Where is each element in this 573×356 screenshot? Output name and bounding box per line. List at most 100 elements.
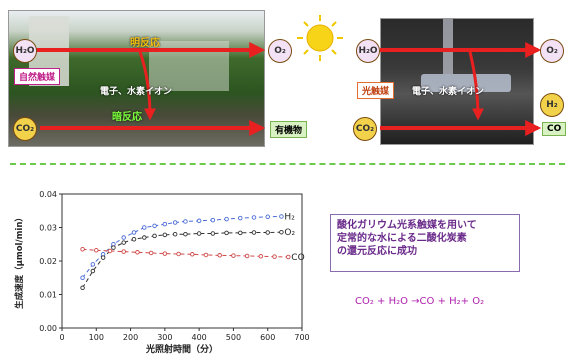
x-tick-label: 700 (294, 333, 309, 342)
data-point (190, 252, 195, 257)
data-point (258, 254, 264, 259)
data-point (265, 214, 270, 220)
data-point (162, 251, 168, 256)
data-point (80, 247, 85, 252)
co2-right-circle: CO₂ (353, 117, 377, 141)
data-point (162, 221, 168, 227)
data-point (100, 255, 106, 260)
note-line-2: 定常的な水による二酸化炭素 (337, 233, 467, 244)
reaction-equation: CO₂ + H₂O →CO + H₂+ O₂ (355, 296, 485, 307)
data-point (142, 225, 147, 230)
data-point (251, 230, 257, 235)
data-point (121, 249, 126, 254)
data-point (131, 236, 137, 242)
data-point (80, 275, 85, 280)
co-tag: CO (542, 122, 567, 136)
h2o-right-label: H₂O (358, 46, 378, 56)
data-point (107, 248, 113, 254)
data-point (121, 235, 126, 240)
data-point (142, 235, 147, 240)
data-point (111, 245, 116, 250)
data-point (217, 253, 222, 258)
electron-transfer-arrow-left (138, 51, 156, 121)
data-point (131, 230, 137, 235)
electron-transfer-arrow-right (468, 51, 484, 121)
data-point (183, 219, 188, 224)
data-point (152, 233, 157, 239)
h2o-right-circle: H₂O (356, 39, 380, 63)
section-divider (10, 163, 565, 165)
data-point (238, 215, 243, 221)
h2-label: H₂ (546, 100, 558, 110)
apparatus-photo (380, 18, 534, 145)
data-point (196, 231, 202, 236)
x-tick-label: 100 (89, 333, 104, 342)
result-note-box: 酸化ガリウム光系触媒を用いて 定常的な水による二酸化炭素 の還元反応に成功 (330, 214, 520, 272)
data-point (121, 240, 126, 245)
x-tick-label: 200 (123, 333, 138, 342)
series-label: H₂ (284, 212, 295, 222)
photocatalyst-tag: 光触媒 (357, 82, 395, 99)
data-point (279, 229, 284, 235)
sun-icon (297, 15, 343, 61)
x-tick-label: 0 (59, 333, 64, 342)
note-line-3: の還元反応に成功 (337, 246, 417, 257)
data-point (251, 215, 257, 220)
data-point (90, 268, 96, 274)
series-label: O₂ (284, 228, 295, 238)
data-point (94, 248, 99, 253)
data-point (90, 262, 96, 267)
data-point (265, 230, 270, 235)
data-point (183, 231, 188, 237)
data-point (231, 253, 236, 258)
electrons-left-label: 電子、水素イオン (100, 87, 173, 97)
o2-right-label: O₂ (546, 46, 558, 56)
o2-right-circle: O₂ (540, 39, 564, 63)
data-point (162, 232, 168, 238)
y-tick-label: 0.01 (39, 291, 57, 300)
reaction-arrows (35, 15, 542, 136)
x-tick-label: 500 (226, 333, 241, 342)
organic-matter-tag: 有機物 (270, 121, 308, 138)
h2o-left-label: H₂O (15, 46, 35, 56)
y-tick-label: 0.02 (39, 257, 57, 266)
note-line-1: 酸化ガリウム光系触媒を用いて (337, 220, 477, 231)
x-tick-label: 600 (260, 333, 275, 342)
co2-left-circle: CO₂ (13, 117, 37, 141)
h2-circle: H₂ (540, 93, 564, 117)
electrons-right-label: 電子、水素イオン (412, 87, 485, 97)
data-point (286, 254, 291, 260)
data-point (210, 231, 216, 236)
series-line-1 (82, 231, 282, 289)
co2-right-label: CO₂ (355, 124, 375, 134)
y-tick-label: 0.04 (39, 190, 57, 199)
data-point (176, 251, 181, 257)
data-point (224, 216, 229, 222)
production-rate-chart: 0.00 0.01 0.02 0.03 0.04 0 100 200 300 400 500 600 7… (14, 190, 310, 355)
data-point (152, 223, 157, 229)
y-tick-label: 0.00 (39, 324, 57, 333)
data-point (279, 214, 284, 219)
x-tick-label: 300 (157, 333, 172, 342)
glass-tube (443, 19, 453, 74)
h2o-left-circle: H₂O (13, 39, 37, 63)
data-point (172, 220, 178, 225)
y-tick-label: 0.03 (39, 224, 57, 233)
data-point (148, 250, 154, 256)
light-reaction-label: 明反応 (130, 38, 160, 49)
x-axis-label: 光照射時間（分） (145, 343, 218, 355)
reactor-vessel (421, 74, 511, 92)
series-line-2 (82, 248, 289, 258)
data-point (244, 253, 250, 259)
co2-left-label: CO₂ (15, 124, 35, 134)
data-point (203, 252, 209, 258)
y-axis-label: 生成速度（μmol/min） (14, 213, 25, 309)
series-line-0 (82, 215, 282, 279)
data-point (172, 231, 178, 237)
x-tick-label: 400 (192, 333, 207, 342)
o2-left-label: O₂ (274, 46, 286, 56)
data-point (272, 254, 277, 259)
natural-catalyst-tag: 自然触媒 (14, 68, 61, 85)
data-point (224, 230, 229, 236)
data-point (80, 285, 85, 291)
